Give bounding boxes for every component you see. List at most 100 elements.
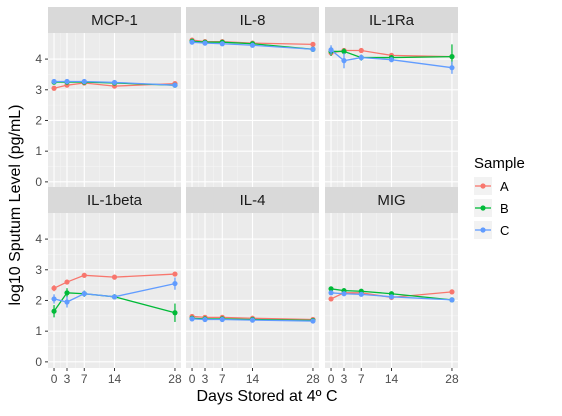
series-c [51, 78, 178, 88]
strip-background [48, 7, 181, 33]
data-point [328, 290, 334, 296]
x-tick-label: 0 [328, 372, 335, 386]
x-tick-label: 7 [358, 372, 365, 386]
data-point [172, 310, 178, 316]
data-point [51, 85, 57, 91]
x-tick-label: 0 [51, 372, 58, 386]
data-point [81, 291, 87, 297]
data-point [449, 289, 455, 295]
y-tick-label: 4 [35, 52, 42, 66]
data-point [341, 58, 347, 64]
data-point [449, 65, 455, 71]
data-point [328, 286, 334, 292]
x-tick-label: 28 [168, 372, 182, 386]
series-c [189, 316, 316, 324]
strip-background [325, 187, 458, 213]
series-c [51, 277, 178, 308]
legend-label: C [500, 223, 509, 238]
x-tick-label: 7 [219, 372, 226, 386]
y-tick-label: 4 [35, 232, 42, 246]
y-tick-label: 0 [35, 355, 42, 369]
panel-il-8: IL-8 [186, 7, 319, 188]
x-tick-label: 28 [445, 372, 459, 386]
x-tick-label: 7 [81, 372, 88, 386]
data-point [111, 79, 118, 86]
y-axis-title: log10 Sputum Level (pg/mL) [7, 105, 24, 306]
x-tick-label: 14 [385, 372, 399, 386]
data-point [202, 40, 208, 46]
legend-title: Sample [474, 155, 525, 172]
data-point [358, 291, 364, 297]
data-point [449, 297, 455, 303]
series-c [328, 290, 455, 303]
x-tick-label: 0 [189, 372, 196, 386]
data-point [111, 274, 118, 280]
x-tick-label: 3 [202, 372, 209, 386]
strip-background [325, 7, 458, 33]
panel-title: IL-4 [240, 192, 266, 209]
panel-title: IL-1beta [87, 192, 143, 209]
strip-background [186, 187, 319, 213]
panel-title: IL-1Ra [369, 12, 415, 29]
panel-il-4: IL-4 0 3 7 14 28 [186, 187, 320, 386]
legend-entry-c: C [474, 221, 509, 239]
legend-entry-b: B [474, 199, 509, 217]
y-tick-label: 0 [35, 175, 42, 189]
y-tick-label: 3 [35, 83, 42, 97]
y-tick-label: 1 [35, 324, 42, 338]
strip-background [186, 7, 319, 33]
series-c [189, 39, 316, 52]
data-point [51, 296, 57, 302]
y-tick-label: 3 [35, 263, 42, 277]
series-c [328, 45, 455, 74]
series-a [51, 271, 178, 292]
legend-label: B [500, 201, 509, 216]
legend-key-point [480, 227, 486, 233]
data-point [189, 316, 195, 322]
data-point [64, 78, 70, 85]
data-point [328, 47, 334, 53]
data-point [310, 318, 316, 324]
data-point [172, 280, 178, 287]
x-tick-label: 28 [306, 372, 320, 386]
data-point [249, 42, 256, 48]
data-point [219, 41, 225, 47]
y-tick-label: 2 [35, 113, 42, 127]
data-point [111, 294, 118, 300]
data-point [172, 271, 178, 277]
data-point [449, 54, 455, 60]
panel-title: MIG [377, 192, 405, 209]
data-point [219, 316, 225, 323]
data-point [64, 290, 70, 296]
data-point [172, 82, 178, 88]
x-tick-label: 3 [64, 372, 71, 386]
x-tick-label: 14 [108, 372, 122, 386]
x-tick-label: 14 [246, 372, 260, 386]
data-point [64, 299, 70, 305]
data-point [51, 285, 57, 291]
data-point [81, 78, 87, 85]
data-point [81, 272, 87, 278]
data-point [310, 41, 316, 47]
data-point [328, 296, 334, 302]
strip-background [48, 187, 181, 213]
data-point [189, 39, 195, 45]
legend-key-point [480, 205, 486, 211]
data-point [310, 46, 316, 52]
data-point [249, 317, 256, 323]
data-point [51, 78, 57, 85]
panel-mig: MIG 0 3 7 14 28 [325, 187, 459, 386]
legend: Sample ABC [474, 155, 525, 239]
legend-label: A [500, 179, 509, 194]
x-axis-title: Days Stored at 4º C [196, 388, 337, 405]
data-point [358, 54, 364, 61]
legend-key-point [480, 183, 486, 189]
legend-entries: ABC [474, 177, 509, 239]
x-tick-label: 3 [341, 372, 348, 386]
panel-title: MCP-1 [91, 12, 138, 29]
data-point [341, 48, 347, 55]
